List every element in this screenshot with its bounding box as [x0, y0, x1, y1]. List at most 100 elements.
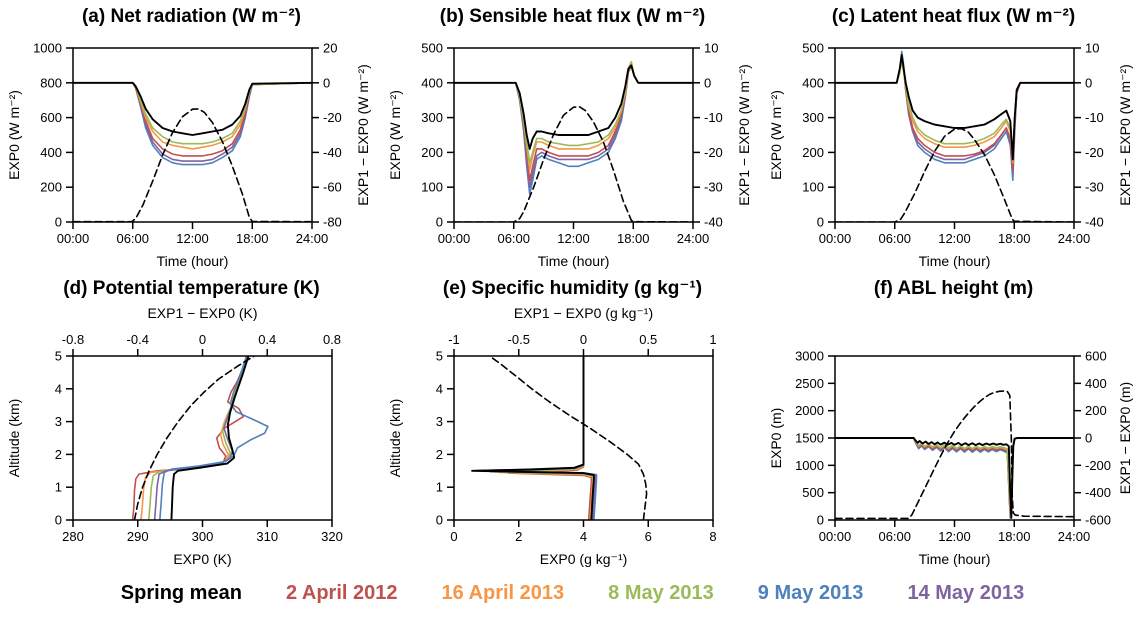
svg-text:0: 0 [1085, 431, 1092, 446]
svg-text:1000: 1000 [33, 41, 62, 56]
panel-c-title: (c) Latent heat flux (W m⁻²) [831, 6, 1076, 27]
svg-text:0: 0 [704, 75, 711, 90]
svg-text:0: 0 [817, 513, 824, 528]
svg-text:-40: -40 [323, 145, 342, 160]
svg-text:3: 3 [55, 414, 62, 429]
svg-text:280: 280 [62, 529, 84, 544]
svg-text:0.8: 0.8 [323, 332, 341, 347]
svg-text:4: 4 [436, 381, 443, 396]
panel-f: (f) ABL height (m) 00:00 06:00 12:00 18:00 2… [763, 274, 1144, 572]
svg-text:-20: -20 [704, 145, 723, 160]
svg-text:400: 400 [1085, 376, 1107, 391]
legend-item-14-may-2013: 14 May 2013 [907, 581, 1025, 604]
legend-item-spring-mean: Spring mean [120, 581, 242, 604]
svg-text:6: 6 [645, 529, 652, 544]
svg-text:3000: 3000 [795, 349, 824, 364]
svg-text:-10: -10 [1085, 110, 1104, 125]
svg-text:320: 320 [321, 529, 343, 544]
svg-text:EXP0 (m): EXP0 (m) [768, 408, 784, 469]
svg-text:10: 10 [704, 41, 718, 56]
legend: Spring mean 2 April 2012 16 April 2013 8… [1, 572, 1144, 614]
svg-text:-1: -1 [448, 332, 460, 347]
svg-text:00:00: 00:00 [57, 231, 90, 246]
svg-text:400: 400 [421, 75, 443, 90]
svg-text:2: 2 [55, 447, 62, 462]
svg-text:-600: -600 [1085, 513, 1111, 528]
svg-text:00:00: 00:00 [819, 231, 852, 246]
svg-text:0: 0 [323, 75, 330, 90]
svg-text:400: 400 [40, 145, 62, 160]
svg-text:0.4: 0.4 [258, 332, 276, 347]
svg-text:0.5: 0.5 [639, 332, 657, 347]
svg-text:-80: -80 [323, 215, 342, 230]
svg-text:-60: -60 [323, 180, 342, 195]
svg-text:0: 0 [580, 332, 587, 347]
svg-text:-0.8: -0.8 [62, 332, 84, 347]
svg-text:0: 0 [436, 513, 443, 528]
svg-text:-30: -30 [704, 180, 723, 195]
svg-text:1: 1 [55, 480, 62, 495]
svg-text:00:00: 00:00 [819, 529, 852, 544]
svg-text:100: 100 [802, 180, 824, 195]
svg-text:00:00: 00:00 [438, 231, 471, 246]
svg-text:-40: -40 [704, 215, 723, 230]
panel-f-plot: 00:00 06:00 12:00 18:00 24:00 Time (hour) 0 500… [768, 349, 1133, 568]
legend-item-16-april-2013: 16 April 2013 [441, 581, 565, 604]
svg-text:-0.5: -0.5 [508, 332, 530, 347]
svg-text:0: 0 [55, 513, 62, 528]
svg-text:Time (hour): Time (hour) [538, 253, 610, 269]
svg-text:600: 600 [1085, 349, 1107, 364]
svg-text:EXP1 − EXP0 (W m⁻²): EXP1 − EXP0 (W m⁻²) [1117, 64, 1133, 206]
svg-text:-10: -10 [704, 110, 723, 125]
svg-text:EXP1 − EXP0 (m): EXP1 − EXP0 (m) [1117, 382, 1133, 494]
svg-text:200: 200 [1085, 403, 1107, 418]
svg-text:-0.4: -0.4 [127, 332, 149, 347]
svg-text:EXP1 − EXP0 (K): EXP1 − EXP0 (K) [147, 305, 257, 321]
svg-text:400: 400 [802, 75, 824, 90]
svg-text:1500: 1500 [795, 431, 824, 446]
svg-text:800: 800 [40, 75, 62, 90]
panel-e: (e) Specific humidity (g kg⁻¹) 0 2 4 6 8 EXP0… [382, 274, 763, 572]
panel-c: (c) Latent heat flux (W m⁻²) 00:00 06:00 1… [763, 2, 1144, 274]
svg-text:200: 200 [40, 180, 62, 195]
svg-text:310: 310 [256, 529, 278, 544]
panel-a-title: (a) Net radiation (W m⁻²) [81, 6, 302, 27]
svg-text:2: 2 [515, 529, 522, 544]
svg-text:18:00: 18:00 [617, 231, 650, 246]
svg-text:600: 600 [40, 110, 62, 125]
legend-item-9-may-2013: 9 May 2013 [757, 581, 864, 604]
panel-b: (b) Sensible heat flux (W m⁻²) 00:00 06:0… [382, 2, 763, 274]
svg-text:12:00: 12:00 [938, 529, 971, 544]
svg-text:06:00: 06:00 [497, 231, 530, 246]
panel-b-title: (b) Sensible heat flux (W m⁻²) [439, 6, 706, 27]
svg-text:06:00: 06:00 [878, 231, 911, 246]
svg-text:EXP0 (W m⁻²): EXP0 (W m⁻²) [387, 90, 403, 180]
svg-text:Altitude (km): Altitude (km) [387, 399, 403, 478]
svg-text:0: 0 [55, 215, 62, 230]
legend-item-8-may-2013: 8 May 2013 [608, 581, 714, 604]
svg-text:24:00: 24:00 [1058, 529, 1091, 544]
panel-d: (d) Potential temperature (K) 280 290 300 3… [1, 274, 382, 572]
svg-text:-40: -40 [1085, 215, 1104, 230]
svg-text:200: 200 [802, 145, 824, 160]
svg-text:300: 300 [192, 529, 214, 544]
svg-text:2: 2 [436, 447, 443, 462]
panel-e-plot: 0 2 4 6 8 EXP0 (g kg⁻¹) 0 1 2 3 4 5 Altitude (km) -1 -… [387, 305, 717, 567]
svg-text:1: 1 [436, 480, 443, 495]
svg-text:24:00: 24:00 [677, 231, 710, 246]
svg-text:300: 300 [802, 110, 824, 125]
svg-text:18:00: 18:00 [998, 529, 1031, 544]
svg-text:Time (hour): Time (hour) [919, 551, 991, 567]
svg-text:2500: 2500 [795, 376, 824, 391]
svg-text:5: 5 [436, 349, 443, 364]
panel-d-plot: 280 290 300 310 320 EXP0 (K) 0 1 2 3 4 5 Altitude (k… [6, 305, 343, 567]
svg-text:500: 500 [802, 485, 824, 500]
svg-text:0: 0 [436, 215, 443, 230]
svg-text:20: 20 [323, 41, 337, 56]
svg-text:200: 200 [421, 145, 443, 160]
svg-text:EXP0 (W m⁻²): EXP0 (W m⁻²) [768, 90, 784, 180]
svg-text:12:00: 12:00 [176, 231, 209, 246]
svg-text:-400: -400 [1085, 485, 1111, 500]
panel-e-title: (e) Specific humidity (g kg⁻¹) [442, 278, 703, 299]
